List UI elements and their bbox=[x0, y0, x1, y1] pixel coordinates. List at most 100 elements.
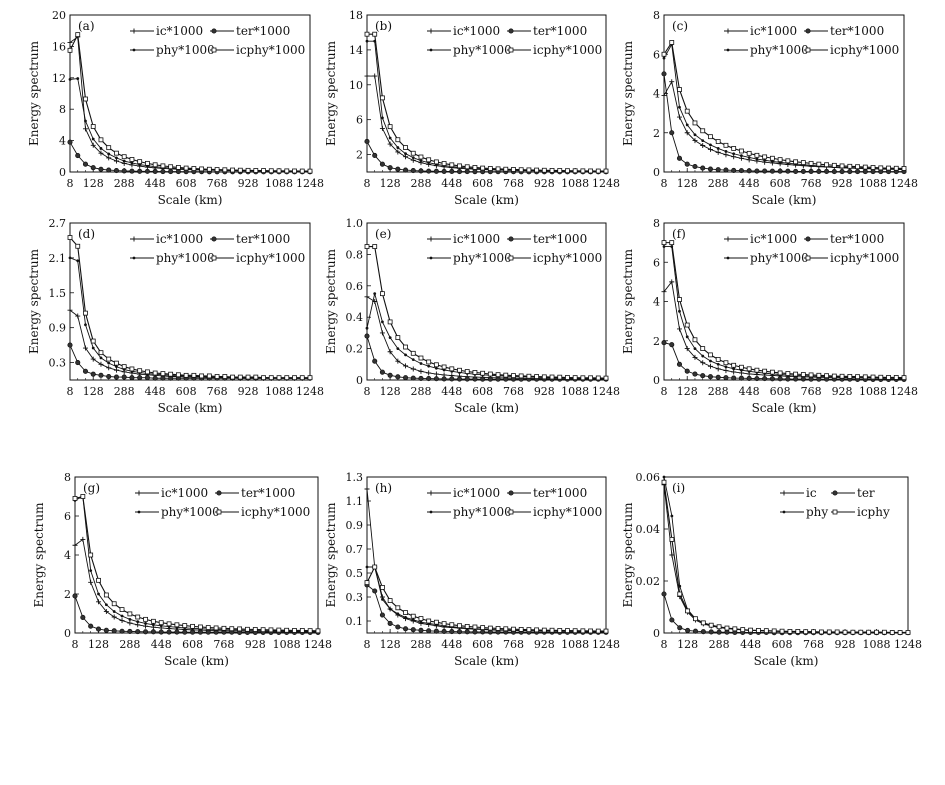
x-axis-label: Scale (km) bbox=[454, 193, 519, 207]
data-point bbox=[700, 128, 706, 134]
data-point bbox=[115, 156, 118, 160]
data-point bbox=[724, 149, 728, 153]
chart-panel-4: 8 128 288 448 608 768 928 1088 1248 0.3 0.9 1.5 2.1 2… bbox=[27, 217, 324, 415]
x-tick-label: 448 bbox=[145, 385, 166, 398]
series-line bbox=[663, 280, 905, 380]
data-point bbox=[588, 168, 593, 174]
x-tick-label: 128 bbox=[677, 177, 698, 190]
data-point bbox=[534, 167, 540, 173]
data-point bbox=[82, 126, 88, 132]
legend-label: phy*1000 bbox=[161, 505, 220, 519]
data-point bbox=[549, 627, 555, 633]
data-point bbox=[831, 162, 837, 168]
data-point bbox=[381, 320, 384, 324]
data-point bbox=[495, 166, 501, 172]
data-point bbox=[785, 376, 791, 382]
data-point bbox=[472, 169, 478, 175]
legend: ic*1000 ter*1000 phy*1000 icphy*1000 bbox=[130, 232, 305, 265]
y-tick-label: 0.3 bbox=[49, 357, 67, 370]
data-point bbox=[381, 116, 384, 120]
data-point bbox=[426, 359, 432, 365]
y-tick-label: 4 bbox=[653, 296, 660, 309]
data-point bbox=[661, 479, 667, 485]
y-tick-label: 0.8 bbox=[346, 248, 364, 261]
data-point bbox=[427, 364, 431, 368]
y-tick-label: 1.5 bbox=[49, 287, 67, 300]
data-point bbox=[137, 368, 143, 374]
legend: ic*1000 ter*1000 phy*1000 icphy*1000 bbox=[724, 24, 899, 57]
data-point bbox=[410, 613, 416, 619]
data-point bbox=[96, 599, 102, 605]
data-point bbox=[364, 486, 370, 492]
legend-marker bbox=[429, 256, 433, 260]
data-point bbox=[129, 168, 135, 174]
series-line bbox=[663, 476, 908, 633]
data-point bbox=[754, 152, 760, 158]
series-line bbox=[663, 80, 905, 171]
data-point bbox=[777, 376, 783, 382]
data-point bbox=[106, 145, 112, 151]
data-point bbox=[701, 139, 705, 143]
data-point bbox=[769, 369, 775, 375]
data-point bbox=[495, 376, 501, 382]
data-point bbox=[395, 374, 401, 380]
data-point bbox=[441, 364, 447, 370]
data-point bbox=[145, 369, 150, 375]
data-point bbox=[411, 156, 415, 160]
y-axis-label: Energy spectrum bbox=[621, 40, 635, 146]
data-point bbox=[732, 367, 736, 371]
data-point bbox=[769, 376, 775, 382]
series-ter*1000 bbox=[72, 593, 321, 635]
data-point bbox=[307, 168, 313, 174]
data-point bbox=[365, 326, 369, 330]
legend-label: ic*1000 bbox=[750, 24, 797, 38]
data-point bbox=[480, 376, 486, 382]
legend-label: icphy*1000 bbox=[830, 43, 899, 57]
data-point bbox=[847, 163, 853, 169]
series-icphy*1000 bbox=[364, 564, 609, 634]
x-tick-label: 928 bbox=[832, 177, 853, 190]
data-point bbox=[756, 628, 761, 633]
data-point bbox=[878, 374, 884, 380]
data-point bbox=[387, 124, 393, 130]
data-point bbox=[268, 168, 274, 174]
chart-panel-7: 8 128 288 448 608 768 928 1088 1248 0 2 4 6 8 Scale (k… bbox=[32, 471, 332, 668]
data-point bbox=[403, 363, 409, 369]
data-point bbox=[213, 625, 219, 631]
data-point bbox=[824, 168, 830, 174]
series-line bbox=[69, 257, 310, 379]
x-axis-label: Scale (km) bbox=[454, 654, 519, 668]
x-tick-label: 128 bbox=[83, 385, 104, 398]
data-point bbox=[472, 624, 478, 630]
data-point bbox=[284, 375, 290, 381]
legend-label: phy*1000 bbox=[156, 251, 215, 265]
data-point bbox=[580, 375, 586, 381]
data-point bbox=[464, 169, 470, 175]
data-point bbox=[252, 627, 258, 632]
x-tick-label: 768 bbox=[801, 177, 822, 190]
x-tick-label: 608 bbox=[176, 177, 197, 190]
data-point bbox=[800, 160, 806, 165]
data-point bbox=[396, 612, 400, 616]
data-point bbox=[709, 359, 712, 363]
data-point bbox=[800, 372, 806, 377]
data-point bbox=[121, 364, 127, 370]
data-point bbox=[411, 358, 415, 361]
data-point bbox=[777, 370, 783, 376]
data-point bbox=[380, 95, 385, 101]
data-point bbox=[816, 168, 822, 174]
y-axis-label: Energy spectrum bbox=[621, 502, 635, 608]
data-point bbox=[67, 307, 73, 313]
series-phy*1000 bbox=[365, 292, 608, 380]
data-point bbox=[511, 373, 516, 379]
data-point bbox=[707, 146, 713, 152]
data-point bbox=[404, 353, 407, 357]
x-tick-label: 128 bbox=[380, 385, 401, 398]
data-point bbox=[678, 309, 681, 313]
data-point bbox=[418, 368, 424, 374]
data-point bbox=[862, 164, 868, 170]
panel-label: (i) bbox=[672, 481, 685, 495]
data-point bbox=[75, 243, 81, 249]
data-point bbox=[503, 372, 509, 378]
data-point bbox=[135, 622, 141, 628]
